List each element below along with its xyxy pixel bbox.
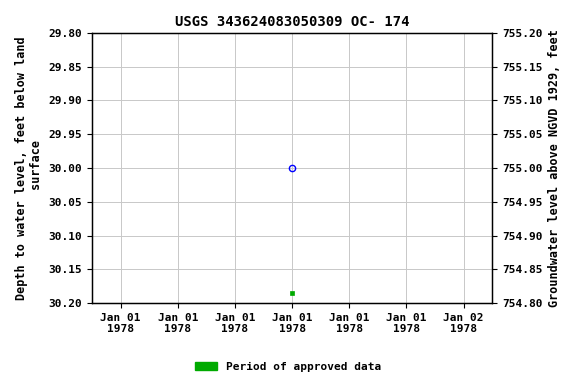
Title: USGS 343624083050309 OC- 174: USGS 343624083050309 OC- 174 [175, 15, 410, 29]
Y-axis label: Depth to water level, feet below land
 surface: Depth to water level, feet below land su… [15, 36, 43, 300]
Y-axis label: Groundwater level above NGVD 1929, feet: Groundwater level above NGVD 1929, feet [548, 29, 561, 307]
Legend: Period of approved data: Period of approved data [191, 358, 385, 377]
